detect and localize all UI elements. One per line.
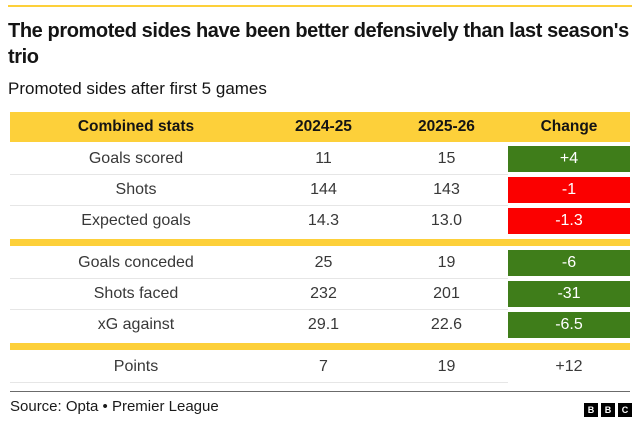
bbc-logo-block-b1: B <box>584 403 598 417</box>
column-header-2024-25: 2024-25 <box>295 118 352 135</box>
row-label: xG against <box>97 316 175 333</box>
change-cell: -31 <box>508 279 630 310</box>
table-row-shots-faced: Shots faced 232 201 -31 <box>10 279 630 310</box>
change-badge: -31 <box>508 281 630 307</box>
section-divider <box>10 239 630 246</box>
change-badge: -6 <box>508 250 630 276</box>
table-row-xg-against: xG against 29.1 22.6 -6.5 <box>10 310 630 341</box>
value-2025-26: 19 <box>385 352 508 383</box>
change-cell: +4 <box>508 144 630 175</box>
source-attribution: Source: Opta • Premier League <box>10 398 219 415</box>
table-header-row: Combined stats 2024-25 2025-26 Change <box>10 112 630 142</box>
change-cell: -6.5 <box>508 310 630 341</box>
change-badge: +12 <box>555 358 583 375</box>
column-header-change: Change <box>540 118 598 135</box>
row-label: Shots faced <box>10 279 262 310</box>
column-header-combined-stats: Combined stats <box>77 118 195 135</box>
table-row-expected-goals: Expected goals 14.3 13.0 -1.3 <box>10 206 630 237</box>
change-cell: -1 <box>508 175 630 206</box>
chart-title: The promoted sides have been better defe… <box>8 20 629 68</box>
change-cell: -6 <box>508 248 630 279</box>
change-badge: -6.5 <box>508 312 630 338</box>
value-2025-26: 15 <box>385 144 508 175</box>
value-2025-26: 19 <box>385 248 508 279</box>
value-2025-26: 22.6 <box>430 316 463 333</box>
footer-divider-line <box>10 391 630 392</box>
top-accent-line <box>8 5 632 7</box>
table-row-shots: Shots 144 143 -1 <box>10 175 630 206</box>
change-badge: -1 <box>508 177 630 203</box>
row-label: Goals conceded <box>10 248 262 279</box>
bbc-logo-block-b2: B <box>601 403 615 417</box>
section-divider <box>10 343 630 350</box>
value-2024-25: 7 <box>262 352 385 383</box>
table-row-points: Points 7 19 +12 <box>10 352 630 383</box>
value-2024-25: 232 <box>262 279 385 310</box>
table-row-goals-conceded: Goals conceded 25 19 -6 <box>10 248 630 279</box>
value-2025-26: 13.0 <box>430 212 463 229</box>
change-cell: +12 <box>508 352 630 383</box>
bbc-logo-block-c: C <box>618 403 632 417</box>
value-2024-25: 29.1 <box>307 316 340 333</box>
change-cell: -1.3 <box>508 206 630 237</box>
row-label: Shots <box>10 175 262 206</box>
change-badge: -1.3 <box>508 208 630 234</box>
row-label: Points <box>10 352 262 383</box>
value-2025-26: 201 <box>385 279 508 310</box>
value-2024-25: 144 <box>262 175 385 206</box>
table-row-goals-scored: Goals scored 11 15 +4 <box>10 144 630 175</box>
value-2025-26: 143 <box>385 175 508 206</box>
bbc-logo: B B C <box>584 403 632 417</box>
value-2024-25: 14.3 <box>307 212 340 229</box>
column-header-2025-26: 2025-26 <box>418 118 475 135</box>
chart-subtitle: Promoted sides after first 5 games <box>8 79 267 98</box>
row-label: Goals scored <box>10 144 262 175</box>
stats-table: Combined stats 2024-25 2025-26 Change Go… <box>10 112 630 383</box>
row-label: Expected goals <box>81 212 191 229</box>
change-badge: +4 <box>508 146 630 172</box>
value-2024-25: 25 <box>262 248 385 279</box>
value-2024-25: 11 <box>262 144 385 175</box>
